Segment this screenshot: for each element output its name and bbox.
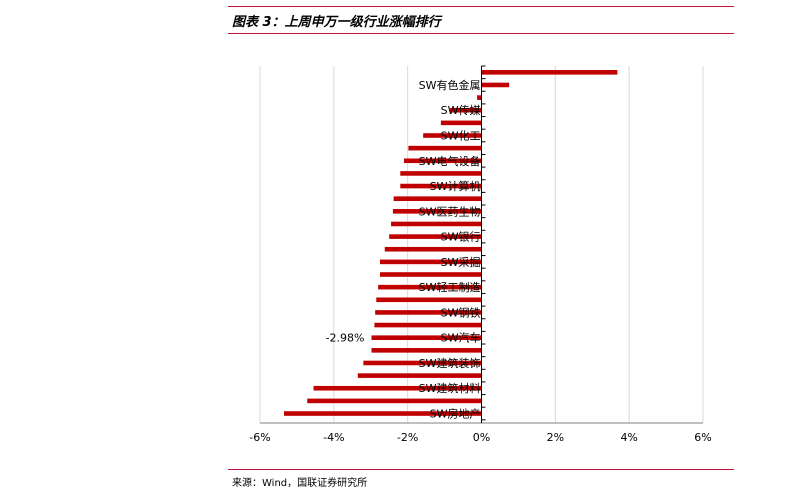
bar [363,360,482,366]
bar [376,297,482,303]
category-label: SW有色金属 [419,78,481,92]
bottom-rule [228,469,734,470]
title-rule [228,33,734,34]
bar [393,196,482,201]
x-tick-label: 4% [620,431,637,444]
category-label: SW采掘 [441,255,481,269]
bar [408,145,482,151]
bar [481,82,510,88]
bar [477,95,482,100]
category-label: SW汽车 [441,331,481,345]
x-tick-label: 6% [694,431,711,444]
category-label: SW建筑装饰 [419,356,481,370]
bar [378,284,482,290]
axes [260,65,703,424]
bar [403,158,482,164]
bar [481,70,618,75]
bars [283,70,618,416]
bar [371,335,482,340]
bar [374,322,482,328]
bar [450,107,482,113]
category-label: SW钢铁 [441,306,481,319]
category-label: SW计算机 [430,179,481,193]
bar [392,209,482,214]
x-tick-labels: -6% -4% -2% 0% 2% 4% 6% [249,431,711,444]
category-label: SW轻工制造 [419,280,481,294]
category-labels: SW有色金属 SW传媒 SW化工 SW电气设备 SW计算机 SW医药生物 SW银行 SW采掘 S… [419,78,481,421]
x-tick-label: 2% [547,431,564,444]
category-label: SW传媒 [441,104,481,117]
x-tick-label: 0% [473,431,490,444]
category-label: SW建筑材料 [419,381,481,395]
category-label: SW电气设备 [419,154,481,168]
annotations: -2.98% [326,332,365,345]
category-label: SW银行 [441,230,481,244]
x-tick-label: -6% [249,431,270,444]
top-rule [228,6,734,7]
x-tick-label: -4% [323,431,344,444]
bar [283,411,482,416]
category-label: SW医药生物 [419,204,481,218]
bar [371,348,482,353]
bar [400,171,482,176]
bar [307,398,482,404]
bar [379,272,482,277]
bar [357,373,482,378]
bar [313,385,482,391]
bar [440,120,482,126]
bar [423,133,482,138]
data-label: -2.98% [326,332,365,345]
bar [389,234,482,239]
bar [391,221,482,227]
bar [375,310,482,315]
chart-title: 图表 3：上周申万一级行业涨幅排行 [232,15,441,30]
source-note: 来源：Wind，国联证券研究所 [232,478,368,489]
bar [400,183,482,189]
category-label: SW房地产 [430,407,481,421]
bar [384,246,482,252]
x-tick-label: -2% [397,431,418,444]
bar [379,259,482,265]
category-label: SW化工 [441,129,481,143]
